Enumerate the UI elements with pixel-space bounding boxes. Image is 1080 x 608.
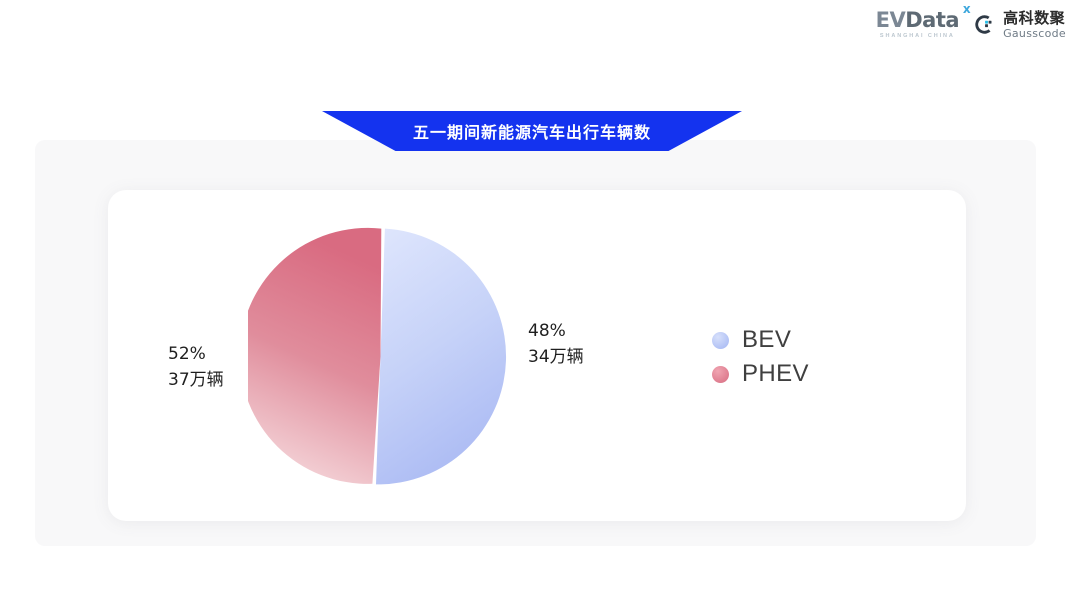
evdata-wordmark-ev: EV [875,8,906,32]
gausscode-logo: 高科数聚 Gausscode [973,8,1066,40]
gausscode-name-en: Gausscode [1003,26,1066,40]
evdata-wordmark: EVData x [875,3,971,32]
evdata-wordmark-data: Data [905,8,960,32]
chart-title-banner: 五一期间新能源汽车出行车辆数 [322,111,742,151]
pie-label-phev-percent: 52% [168,344,206,364]
gausscode-name-cn: 高科数聚 [1003,8,1066,27]
pie-slice-phev[interactable] [248,227,382,484]
pie-label-bev-percent: 48% [528,321,566,341]
legend-label-bev: BEV [742,326,792,353]
legend-dot-phev-icon [712,365,729,383]
pie-chart [248,224,513,489]
chart-title-text: 五一期间新能源汽车出行车辆数 [412,123,651,142]
pie-slice-bev[interactable] [376,228,507,485]
gausscode-mark-icon [973,13,996,36]
pie-label-phev-amount: 37万辆 [168,370,224,391]
legend-item-phev[interactable]: PHEV [712,360,809,388]
chart-legend: BEV PHEV [712,326,809,388]
pie-label-bev: 48% 34万辆 [528,318,584,371]
brand-bar: EVData x SHANGHAI CHINA 高科数聚 Gausscode [875,3,1066,40]
gausscode-text: 高科数聚 Gausscode [1003,8,1066,40]
legend-label-phev: PHEV [742,360,809,387]
pie-label-phev: 52% 37万辆 [168,341,224,394]
pie-chart-svg [248,227,507,485]
evdata-logo: EVData x SHANGHAI CHINA [875,3,971,40]
legend-item-bev[interactable]: BEV [712,326,809,354]
evdata-subtitle: SHANGHAI CHINA [879,33,955,39]
evdata-superscript-x: x [962,2,971,16]
pie-label-bev-amount: 34万辆 [528,347,584,368]
legend-dot-bev-icon [712,331,729,349]
